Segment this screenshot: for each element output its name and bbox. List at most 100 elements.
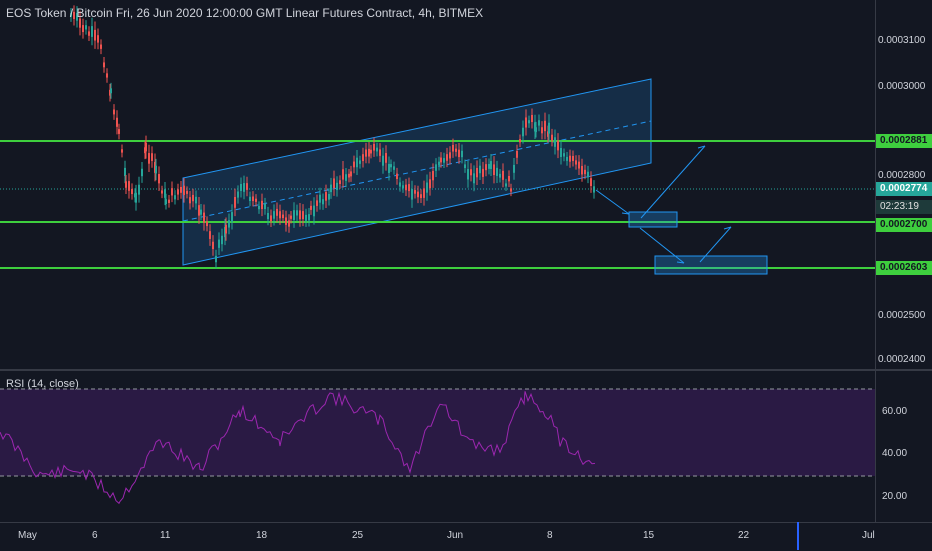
candle <box>243 183 245 192</box>
candle <box>158 174 160 184</box>
price-label: 0.0002800 <box>878 170 926 181</box>
ascending-channel[interactable] <box>182 78 652 266</box>
candle <box>496 167 498 176</box>
candle <box>531 114 533 123</box>
candle <box>177 189 179 195</box>
candle <box>393 166 395 170</box>
time-label: 8 <box>547 530 553 541</box>
price-label: 0.0002500 <box>878 310 926 321</box>
candle <box>440 157 442 163</box>
candle <box>467 169 469 180</box>
candle <box>135 192 137 203</box>
bar-countdown-tag: 02:23:19 <box>876 200 932 214</box>
time-label: Jun <box>447 530 464 541</box>
time-label: 22 <box>738 530 750 541</box>
candle <box>70 12 72 17</box>
candle <box>299 210 301 220</box>
candle <box>385 153 387 163</box>
candle <box>168 199 170 203</box>
candle <box>405 184 407 191</box>
candle <box>584 169 586 175</box>
candle <box>113 109 115 115</box>
candle <box>267 212 269 220</box>
candle <box>94 29 96 41</box>
candle <box>186 190 188 194</box>
candle <box>189 197 191 204</box>
candle <box>116 117 118 127</box>
time-label: 6 <box>92 530 98 541</box>
candle <box>273 211 275 219</box>
candle <box>499 173 501 178</box>
candle <box>505 183 507 187</box>
candle <box>449 152 451 159</box>
candle <box>73 11 75 19</box>
candle <box>174 195 176 200</box>
candle <box>502 170 504 180</box>
rsi-line <box>0 391 596 505</box>
candle <box>316 200 318 206</box>
candle <box>100 44 102 49</box>
candle <box>485 164 487 171</box>
target-box-2[interactable] <box>654 255 768 275</box>
candle <box>302 211 304 220</box>
candle <box>218 239 220 248</box>
candle <box>345 174 347 181</box>
candle <box>325 192 327 201</box>
candle <box>557 140 559 151</box>
candle <box>376 147 378 152</box>
candle <box>420 194 422 199</box>
candle <box>373 143 375 151</box>
candle <box>330 184 332 193</box>
candle <box>470 169 472 176</box>
candle <box>206 221 208 227</box>
time-label: 15 <box>643 530 655 541</box>
candle <box>290 215 292 219</box>
candle <box>563 153 565 157</box>
time-label: 25 <box>352 530 364 541</box>
candle <box>192 194 194 202</box>
candle <box>339 180 341 184</box>
candle <box>426 182 428 193</box>
candle <box>446 154 448 161</box>
candle <box>513 164 515 173</box>
time-axis[interactable] <box>0 522 932 551</box>
candle <box>231 212 233 222</box>
candle <box>255 198 257 202</box>
candle <box>258 205 260 210</box>
candle <box>141 168 143 177</box>
candle <box>246 183 248 190</box>
support-price-tag-1: 0.0002700 <box>876 218 932 232</box>
target-box-1[interactable] <box>628 211 678 228</box>
rsi-title: RSI (14, close) <box>6 378 79 390</box>
candle <box>572 155 574 161</box>
projection-arrows[interactable] <box>595 145 732 264</box>
candle <box>461 150 463 158</box>
time-label: 11 <box>160 530 171 541</box>
candle <box>305 214 307 221</box>
last-price-tag: 0.0002774 <box>876 182 932 196</box>
candle <box>310 205 312 210</box>
candle <box>390 164 392 168</box>
candle <box>145 142 147 152</box>
candle <box>212 241 214 250</box>
candle <box>264 203 266 210</box>
candle <box>91 26 93 37</box>
candle <box>590 178 592 187</box>
candle <box>234 197 236 208</box>
candle <box>221 235 223 245</box>
candle <box>544 120 546 132</box>
candle <box>198 205 200 216</box>
candle <box>228 220 230 228</box>
candle <box>285 217 287 225</box>
candle <box>547 131 549 137</box>
candle <box>261 200 263 210</box>
candle <box>490 161 492 170</box>
candle <box>131 188 133 195</box>
price-scale[interactable] <box>875 0 932 522</box>
candle <box>237 191 239 198</box>
pane-separator[interactable] <box>0 369 932 371</box>
candle <box>508 176 510 182</box>
candle <box>276 208 278 216</box>
time-label: May <box>18 530 37 541</box>
